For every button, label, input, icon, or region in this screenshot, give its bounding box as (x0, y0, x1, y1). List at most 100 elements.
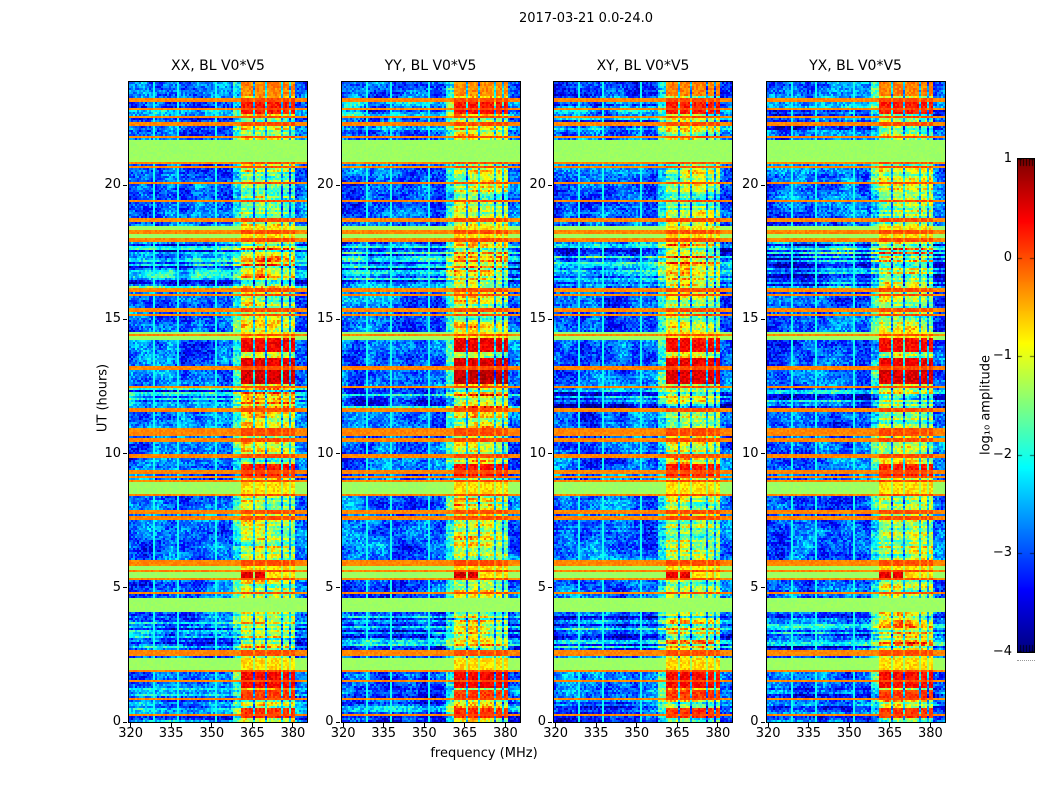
y-tick-label: 10 (529, 445, 546, 461)
x-tick-label: 320 (755, 726, 781, 741)
x-tick-label: 380 (918, 726, 943, 741)
y-tick-mark (760, 721, 765, 723)
panel-title-yx: YX, BL V0*V5 (809, 58, 902, 74)
x-tick-mark (292, 723, 294, 727)
y-tick-mark (335, 587, 340, 589)
colorbar (1017, 158, 1035, 653)
x-tick-mark (211, 723, 213, 727)
x-tick-label: 365 (239, 726, 265, 741)
y-tick-mark (760, 587, 765, 589)
y-tick-label: 20 (741, 177, 759, 193)
x-tick-mark (342, 723, 344, 727)
x-tick-label: 320 (330, 726, 356, 741)
x-tick-mark (808, 723, 810, 727)
y-tick-mark (760, 453, 765, 455)
x-tick-label: 380 (280, 726, 306, 741)
panel-title-xx: XX, BL V0*V5 (171, 58, 265, 74)
y-tick-mark (548, 587, 552, 589)
y-tick-label: 20 (529, 177, 546, 193)
y-tick-mark (123, 587, 127, 589)
x-tick-label: 350 (836, 726, 862, 741)
x-axis-label: frequency (MHz) (430, 746, 538, 761)
y-tick-mark (760, 184, 765, 186)
x-tick-mark (555, 723, 557, 727)
y-tick-mark (123, 453, 127, 455)
panel-title-xy: XY, BL V0*V5 (596, 58, 690, 74)
colorbar-label: log₁₀ amplitude (978, 354, 994, 456)
heatmap-canvas-yx (766, 82, 945, 722)
spectrogram-panel-yy (340, 81, 521, 723)
y-tick-label: 5 (112, 579, 121, 595)
y-tick-label: 5 (750, 579, 759, 595)
x-tick-label: 380 (705, 726, 731, 741)
x-tick-mark (383, 723, 385, 727)
x-tick-mark (717, 723, 719, 727)
heatmap-canvas-xx (129, 82, 307, 722)
x-tick-mark (676, 723, 678, 727)
x-tick-mark (423, 723, 425, 727)
y-tick-label: 20 (316, 177, 334, 193)
heatmap-canvas-xy (554, 82, 732, 722)
x-tick-label: 365 (664, 726, 690, 741)
y-tick-mark (548, 318, 552, 320)
x-tick-mark (848, 723, 850, 727)
colorbar-canvas (1018, 159, 1034, 652)
y-tick-label: 0 (112, 714, 121, 729)
y-tick-mark (548, 453, 552, 455)
y-tick-label: 20 (104, 177, 121, 193)
x-tick-label: 320 (118, 726, 144, 741)
spectrogram-panel-xy (553, 81, 733, 723)
x-tick-mark (595, 723, 597, 727)
x-tick-mark (767, 723, 769, 727)
y-tick-mark (548, 721, 552, 723)
x-tick-label: 350 (624, 726, 650, 741)
colorbar-tick-label: −1 (992, 348, 1012, 364)
y-tick-mark (548, 184, 552, 186)
y-tick-mark (335, 184, 340, 186)
y-tick-mark (760, 318, 765, 320)
colorbar-tick-label: −3 (992, 545, 1012, 561)
x-tick-label: 350 (199, 726, 225, 741)
x-tick-label: 335 (371, 726, 397, 741)
x-tick-mark (170, 723, 172, 727)
y-tick-mark (123, 721, 127, 723)
x-tick-mark (130, 723, 132, 727)
x-tick-label: 335 (158, 726, 184, 741)
x-tick-mark (636, 723, 638, 727)
x-tick-label: 365 (877, 726, 903, 741)
y-tick-mark (123, 184, 127, 186)
x-tick-label: 380 (493, 726, 518, 741)
spectrogram-panel-yx (765, 81, 946, 723)
y-tick-mark (123, 318, 127, 320)
y-tick-label: 15 (529, 311, 546, 327)
y-tick-label: 5 (537, 579, 546, 595)
y-axis-label: UT (hours) (95, 363, 111, 433)
figure-title: 2017-03-21 0.0-24.0 (519, 11, 653, 26)
y-tick-label: 10 (741, 445, 759, 461)
y-tick-label: 5 (325, 579, 334, 595)
x-tick-label: 350 (411, 726, 437, 741)
x-tick-mark (889, 723, 891, 727)
x-tick-mark (251, 723, 253, 727)
x-tick-label: 335 (583, 726, 609, 741)
y-tick-mark (335, 318, 340, 320)
x-tick-mark (929, 723, 931, 727)
y-tick-label: 15 (104, 311, 121, 327)
x-tick-label: 320 (543, 726, 569, 741)
x-tick-label: 335 (796, 726, 822, 741)
heatmap-canvas-yy (341, 82, 520, 722)
colorbar-dotted-line (1017, 660, 1035, 661)
panel-title-yy: YY, BL V0*V5 (384, 58, 477, 74)
x-tick-mark (504, 723, 506, 727)
y-tick-mark (335, 453, 340, 455)
y-tick-label: 10 (316, 445, 334, 461)
x-tick-label: 365 (452, 726, 478, 741)
y-tick-label: 10 (104, 445, 121, 461)
colorbar-tick-label: −2 (992, 446, 1012, 462)
x-tick-mark (464, 723, 466, 727)
colorbar-tick-label: 0 (1003, 249, 1012, 265)
colorbar-tick-label: −4 (992, 644, 1012, 659)
y-tick-label: 0 (750, 714, 759, 729)
spectrogram-panel-xx (128, 81, 308, 723)
colorbar-tick-label: 1 (1003, 151, 1012, 166)
